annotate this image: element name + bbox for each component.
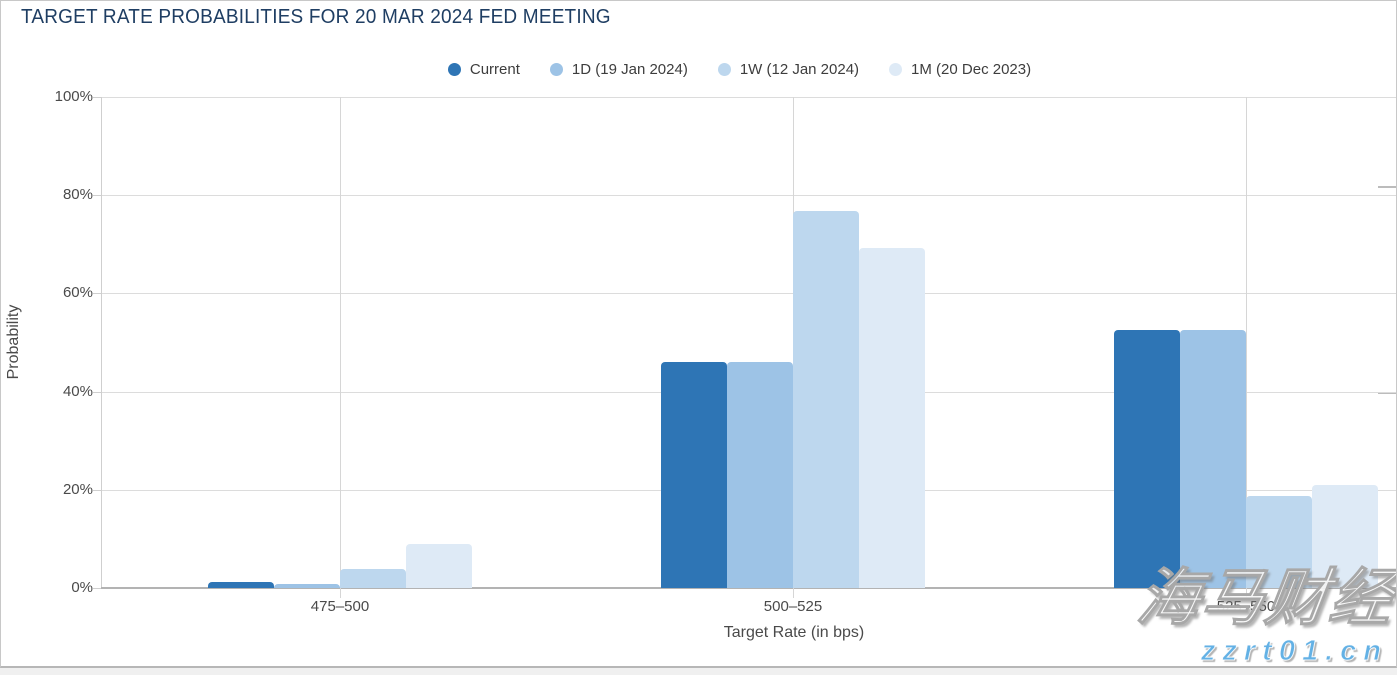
bar-current-0 xyxy=(208,582,274,588)
right-edge-mark-bottom xyxy=(1378,392,1396,394)
x-category-label-2: 525–550 xyxy=(1216,598,1276,615)
bar-current-1 xyxy=(661,362,727,588)
x-axis-baseline xyxy=(101,587,1396,589)
y-tick-label-80%: 80% xyxy=(62,186,93,204)
gridline-category-0 xyxy=(340,97,341,598)
chart-title: TARGET RATE PROBABILITIES FOR 20 MAR 202… xyxy=(21,6,611,28)
legend-label-current: Current xyxy=(469,60,520,78)
bar-1w-2 xyxy=(1246,495,1312,588)
gridline-category-2 xyxy=(1246,97,1247,598)
y-tick-60% xyxy=(93,293,101,295)
watermark-brand-text: 海马财经 xyxy=(1133,564,1397,634)
y-axis-line xyxy=(101,97,102,588)
x-axis-title: Target Rate (in bps) xyxy=(723,624,865,641)
bar-1d-1 xyxy=(727,362,793,588)
legend-dot-1w-icon xyxy=(717,62,731,76)
legend-item-1w[interactable]: 1W (12 Jan 2024) xyxy=(717,60,860,78)
bar-1m-1 xyxy=(859,247,925,588)
chart-legend: Current 1D (19 Jan 2024) 1W (12 Jan 2024… xyxy=(101,58,1378,80)
y-tick-20% xyxy=(93,489,101,491)
bar-1w-1 xyxy=(793,211,859,588)
y-tick-label-20%: 20% xyxy=(62,480,93,498)
bar-1d-2 xyxy=(1180,330,1246,588)
y-tick-0% xyxy=(93,588,101,589)
bar-1m-2 xyxy=(1312,484,1378,588)
y-tick-label-100%: 100% xyxy=(54,88,93,105)
bar-1m-0 xyxy=(406,544,472,588)
legend-item-1m[interactable]: 1M (20 Dec 2023) xyxy=(889,61,1031,78)
legend-dot-1m-icon xyxy=(889,62,903,76)
y-tick-label-0%: 0% xyxy=(71,579,93,596)
y-axis-title: Probability xyxy=(5,304,22,380)
legend-label-1d: 1D (19 Jan 2024) xyxy=(571,60,688,78)
gridline-80% xyxy=(101,195,1396,197)
legend-label-1w: 1W (12 Jan 2024) xyxy=(739,60,860,78)
bar-current-2 xyxy=(1114,330,1180,588)
legend-item-current[interactable]: Current xyxy=(447,60,520,78)
x-category-label-1: 500–525 xyxy=(763,598,823,615)
bar-1d-0 xyxy=(274,584,340,588)
bar-1w-0 xyxy=(340,569,406,588)
x-category-label-0: 475–500 xyxy=(310,598,370,615)
gridline-100% xyxy=(101,97,1396,98)
y-tick-100% xyxy=(93,97,101,98)
y-tick-80% xyxy=(93,195,101,197)
legend-dot-current-icon xyxy=(447,62,461,76)
gridline-60% xyxy=(101,293,1396,295)
legend-item-1d[interactable]: 1D (19 Jan 2024) xyxy=(549,60,688,78)
legend-label-1m: 1M (20 Dec 2023) xyxy=(911,60,1032,78)
legend-dot-1d-icon xyxy=(549,62,563,76)
right-edge-mark-top xyxy=(1378,186,1396,188)
y-tick-label-40%: 40% xyxy=(62,382,93,400)
y-tick-label-60%: 60% xyxy=(62,284,93,302)
y-tick-40% xyxy=(93,391,101,393)
watermark-url-text: zzrt01.cn xyxy=(1200,635,1388,667)
